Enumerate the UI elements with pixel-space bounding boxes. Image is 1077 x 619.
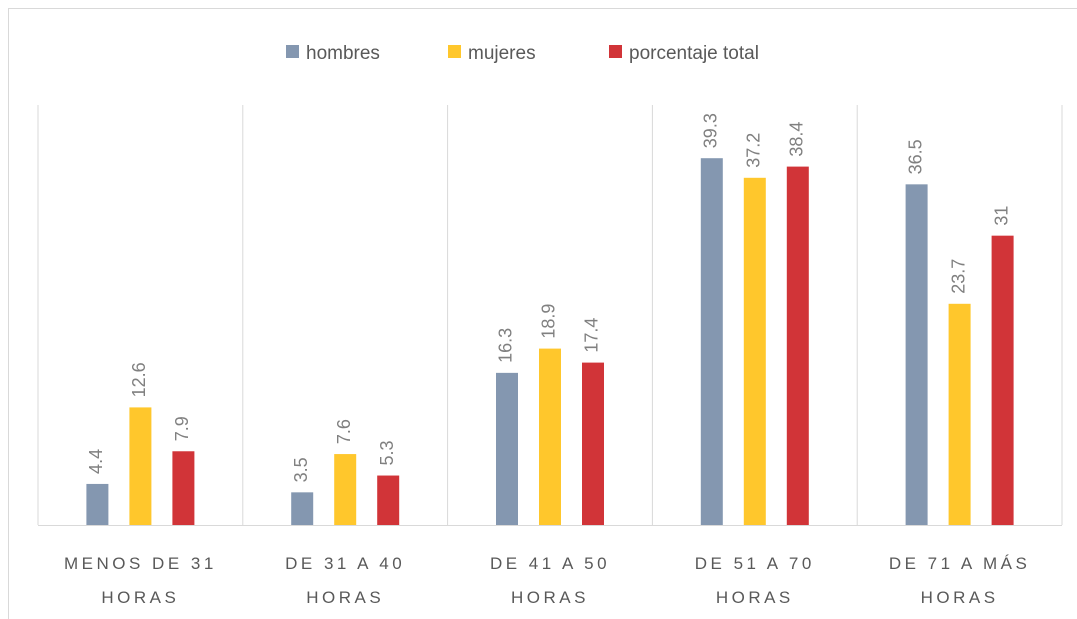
- value-label: 31: [991, 206, 1011, 226]
- value-label: 7.9: [172, 416, 192, 441]
- bar: [743, 177, 766, 526]
- bar: [172, 451, 195, 525]
- legend-swatch: [609, 45, 622, 58]
- value-label: 38.4: [787, 122, 807, 157]
- bar: [948, 303, 971, 525]
- value-label: 5.3: [377, 441, 397, 466]
- bar: [991, 235, 1014, 525]
- bar: [129, 407, 152, 525]
- legend-label: porcentaje total: [629, 43, 759, 64]
- bar: [700, 158, 723, 525]
- value-label: 7.6: [334, 419, 354, 444]
- legend-swatch: [448, 45, 461, 58]
- x-tick-label: MENOS DE 31 HORAS: [63, 554, 217, 607]
- value-label: 18.9: [539, 304, 559, 339]
- chart-border: [8, 8, 1077, 619]
- value-label: 17.4: [582, 318, 602, 353]
- value-label: 3.5: [291, 457, 311, 482]
- x-tick-label: DE 71 A MÁS HORAS: [888, 554, 1031, 607]
- bar: [291, 492, 314, 525]
- value-label: 39.3: [701, 113, 721, 148]
- x-tick-label: DE 51 A 70 HORAS: [694, 554, 815, 607]
- bar: [377, 475, 400, 525]
- value-label: 4.4: [86, 449, 106, 474]
- bar: [334, 454, 357, 525]
- legend-label: mujeres: [468, 43, 536, 64]
- legend-label: hombres: [306, 43, 380, 64]
- bar: [786, 166, 809, 525]
- legend-swatch: [286, 45, 299, 58]
- x-tick-label: DE 31 A 40 HORAS: [285, 554, 406, 607]
- value-label: 12.6: [129, 362, 149, 397]
- value-label: 23.7: [948, 259, 968, 294]
- bar: [496, 372, 518, 525]
- bar: [905, 184, 928, 526]
- value-label: 16.3: [496, 328, 516, 363]
- value-label: 37.2: [744, 133, 764, 168]
- bar: [86, 483, 109, 525]
- bar: [539, 348, 561, 525]
- x-tick-label: DE 41 A 50 HORAS: [489, 554, 611, 607]
- bar: [582, 362, 604, 525]
- value-label: 36.5: [905, 139, 925, 174]
